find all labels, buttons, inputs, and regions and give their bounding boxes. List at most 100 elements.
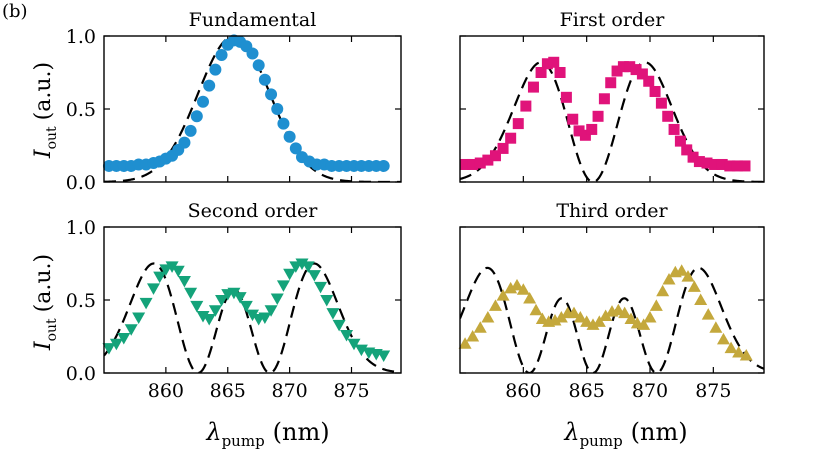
data-point bbox=[668, 123, 680, 135]
data-point bbox=[510, 278, 524, 291]
data-point bbox=[481, 311, 495, 323]
data-point bbox=[662, 273, 676, 285]
data-point bbox=[377, 350, 391, 362]
data-point bbox=[675, 264, 689, 276]
x-label-main: λ bbox=[205, 418, 221, 446]
y-tick-label: 0.0 bbox=[66, 172, 96, 194]
data-point bbox=[624, 61, 636, 73]
data-point bbox=[489, 150, 501, 162]
x-label-unit: (nm) bbox=[273, 418, 330, 446]
axes-frame bbox=[459, 35, 765, 183]
data-point bbox=[239, 300, 253, 313]
data-point bbox=[354, 344, 368, 357]
data-point bbox=[541, 58, 553, 70]
data-point bbox=[592, 110, 604, 122]
data-point bbox=[496, 289, 510, 301]
data-point bbox=[184, 124, 197, 137]
x-axis-label-right: λpump (nm) bbox=[563, 418, 687, 450]
data-point bbox=[739, 348, 753, 361]
data-point bbox=[202, 313, 216, 326]
data-point bbox=[377, 159, 390, 172]
data-point bbox=[649, 299, 663, 311]
data-point bbox=[535, 67, 547, 78]
data-point bbox=[233, 292, 247, 304]
data-point bbox=[208, 305, 222, 317]
x-tick-label: 865 bbox=[210, 380, 246, 402]
y-tick-label: 1.0 bbox=[66, 217, 96, 239]
data-point bbox=[694, 293, 708, 305]
data-point bbox=[307, 270, 321, 282]
panel-title: First order bbox=[560, 9, 666, 31]
data-point bbox=[554, 311, 568, 323]
model-curve bbox=[460, 61, 764, 182]
data-point bbox=[649, 85, 661, 97]
data-point bbox=[482, 154, 494, 166]
data-point bbox=[548, 313, 562, 326]
panel-title: Third order bbox=[556, 200, 668, 222]
data-point bbox=[731, 160, 743, 172]
panel-second-order: Second order 0.0 0.5 1.0 860 865 870 875 bbox=[66, 200, 402, 402]
data-point bbox=[326, 308, 340, 320]
x-tick-label: 875 bbox=[695, 380, 731, 402]
x-tick-label: 860 bbox=[505, 380, 541, 402]
data-point bbox=[655, 97, 667, 109]
data-point bbox=[573, 311, 587, 323]
y-axis-label-top: Iout (a.u.) bbox=[31, 62, 60, 159]
data-point bbox=[656, 284, 670, 297]
data-point bbox=[732, 346, 746, 358]
data-point bbox=[265, 88, 278, 101]
data-point bbox=[203, 79, 216, 92]
data-point bbox=[527, 81, 539, 93]
data-point bbox=[102, 343, 116, 355]
data-point bbox=[739, 160, 751, 172]
data-point bbox=[716, 332, 730, 345]
data-point bbox=[724, 341, 738, 354]
y-label-main: I bbox=[31, 148, 56, 159]
data-point bbox=[573, 125, 585, 137]
data-point bbox=[190, 300, 204, 313]
panels: Fundamental 0.0 0.5 1.0 First order Second or… bbox=[66, 9, 765, 402]
data-point bbox=[554, 67, 566, 78]
x-tick-label: 865 bbox=[569, 380, 605, 402]
data-point bbox=[598, 93, 610, 105]
y-label-sub: out bbox=[44, 126, 60, 149]
data-point bbox=[617, 61, 629, 73]
data-point bbox=[599, 309, 613, 322]
data-point bbox=[264, 305, 278, 317]
x-tick-label: 875 bbox=[333, 380, 369, 402]
panel-fundamental: Fundamental 0.0 0.5 1.0 bbox=[66, 9, 402, 194]
y-tick-label: 1.0 bbox=[66, 26, 96, 48]
data-markers bbox=[102, 34, 390, 172]
data-point bbox=[467, 158, 479, 170]
data-point bbox=[624, 312, 638, 324]
data-point bbox=[332, 319, 346, 332]
data-point bbox=[474, 157, 486, 169]
y-label-main: I bbox=[31, 340, 56, 351]
data-point bbox=[320, 295, 334, 307]
data-point bbox=[504, 281, 518, 294]
data-point bbox=[701, 157, 713, 169]
data-point bbox=[270, 293, 284, 306]
data-point bbox=[117, 332, 131, 345]
data-point bbox=[636, 68, 648, 80]
data-point bbox=[215, 48, 228, 61]
axes-frame bbox=[459, 226, 765, 374]
data-point bbox=[466, 330, 480, 342]
data-point bbox=[701, 308, 715, 320]
data-point bbox=[197, 95, 209, 108]
data-point bbox=[109, 338, 123, 351]
data-point bbox=[283, 130, 296, 143]
data-point bbox=[505, 132, 517, 144]
data-point bbox=[301, 261, 315, 273]
data-point bbox=[693, 156, 705, 168]
panel-title: Second order bbox=[188, 200, 319, 222]
x-tick-label: 860 bbox=[148, 380, 184, 402]
data-point bbox=[184, 287, 198, 300]
data-point bbox=[637, 318, 651, 330]
data-point bbox=[662, 110, 674, 122]
x-label-unit: (nm) bbox=[631, 418, 688, 446]
x-label-sub: pump bbox=[580, 432, 623, 450]
data-point bbox=[579, 129, 591, 141]
data-point bbox=[709, 158, 721, 170]
data-point bbox=[611, 65, 623, 77]
